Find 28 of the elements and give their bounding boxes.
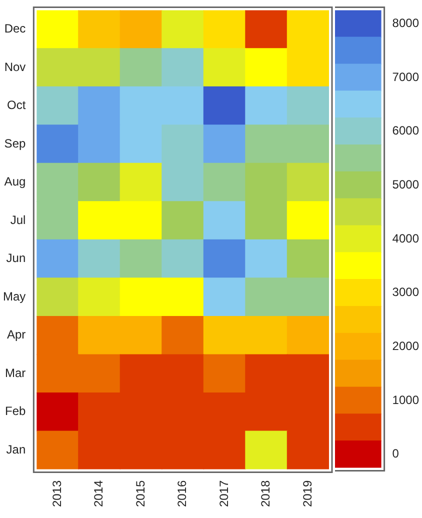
color-bar-label: 1000 (392, 392, 420, 407)
y-tick-label: Oct (7, 98, 26, 112)
y-tick-label: Jun (6, 251, 26, 266)
y-tick-label: Jul (10, 212, 26, 227)
y-tick-label: Mar (5, 366, 26, 380)
color-bar-label: 7000 (392, 70, 420, 84)
x-tick-label: 2013 (50, 480, 64, 508)
y-tick-label: Jan (6, 442, 26, 456)
x-tick-label: 2017 (216, 480, 231, 508)
color-bar-label: 5000 (392, 177, 420, 192)
color-bar-label: 4000 (392, 231, 420, 246)
y-tick-label: Apr (6, 328, 26, 342)
color-bar-label: 8000 (392, 16, 420, 30)
y-tick-label: Aug (4, 174, 26, 189)
x-tick-label: 2016 (175, 480, 190, 508)
y-tick-label: May (3, 289, 26, 304)
x-tick-label: 2014 (92, 480, 106, 508)
color-bar-label: 0 (392, 446, 400, 461)
x-tick-label: 2018 (258, 480, 273, 508)
y-tick-label: Sep (4, 136, 26, 150)
x-tick-label: 2015 (133, 480, 148, 508)
y-tick-label: Nov (4, 60, 26, 74)
color-bar-label: 2000 (392, 338, 420, 353)
color-bar-label: 3000 (392, 285, 420, 300)
color-bar-label: 6000 (392, 124, 420, 138)
x-tick-label: 2019 (300, 480, 314, 508)
y-tick-label: Feb (4, 404, 26, 418)
y-tick-label: Dec (4, 22, 26, 36)
